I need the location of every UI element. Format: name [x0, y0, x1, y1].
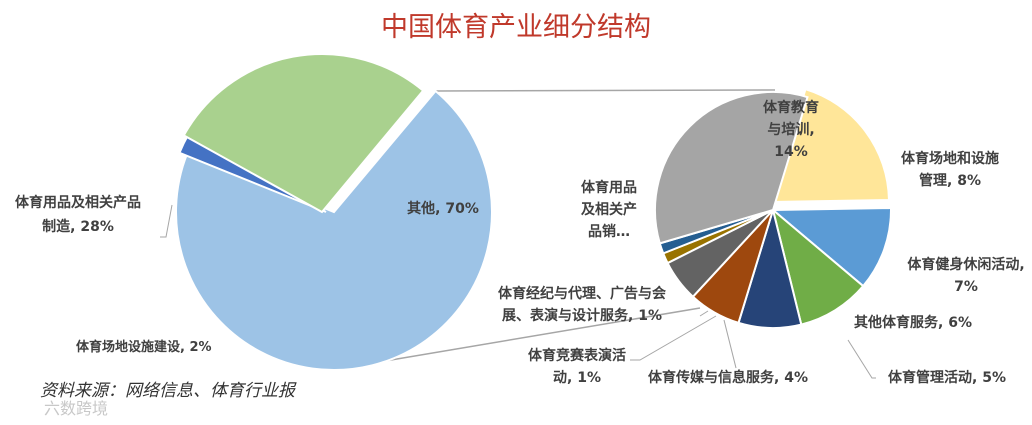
leader-line-3: [630, 315, 717, 361]
leader-lines: [160, 204, 876, 379]
data-label-agency-advertising: 体育经纪与代理、广告与会展、表演与设计服务, 1%: [498, 285, 667, 324]
leader-line-2: [723, 319, 737, 369]
data-label-goods-manufacturing: 体育用品及相关产品制造, 28%: [15, 194, 141, 235]
data-label-other: 其他, 70%: [407, 200, 479, 217]
data-label-competition-performance: 体育竞赛表演活动, 1%: [528, 347, 626, 386]
leader-line-4: [699, 310, 709, 317]
main-slice-0: [175, 89, 493, 371]
data-label-fitness-leisure: 体育健身休闲活动, 7%: [907, 256, 1024, 295]
secondary-pie: [654, 87, 892, 329]
data-label-venue-construction: 体育场地设施建设, 2%: [76, 339, 212, 355]
watermark: 六数跨境: [44, 399, 108, 418]
leader-line-0: [160, 204, 173, 238]
data-label-other-services: 其他体育服务, 6%: [854, 314, 972, 331]
secondary-slice-2: [771, 207, 865, 326]
data-label-goods-sales: 体育用品及相关产品销…: [581, 179, 637, 240]
data-label-venue-management: 体育场地和设施管理, 8%: [901, 150, 999, 189]
connector-top: [435, 89, 776, 92]
data-labels: 其他, 70% 体育场地设施建设, 2% 体育用品及相关产品制造, 28% 体育教育与…: [15, 99, 1025, 386]
connector-bottom: [387, 307, 701, 362]
chart-title: 中国体育产业细分结构: [381, 12, 651, 43]
leader-line-1: [847, 339, 876, 379]
main-pie: [175, 53, 493, 371]
data-label-management-activities: 体育管理活动, 5%: [888, 369, 1006, 386]
connector-lines: [387, 89, 776, 362]
data-label-media-information: 体育传媒与信息服务, 4%: [648, 369, 808, 386]
main-slice-2: [182, 53, 425, 214]
secondary-slice-8: [654, 91, 809, 245]
data-label-education-training: 体育教育与培训, 14%: [763, 99, 819, 160]
secondary-slice-1: [770, 206, 892, 288]
source-note: 资料来源：网络信息、体育行业报: [40, 381, 297, 401]
